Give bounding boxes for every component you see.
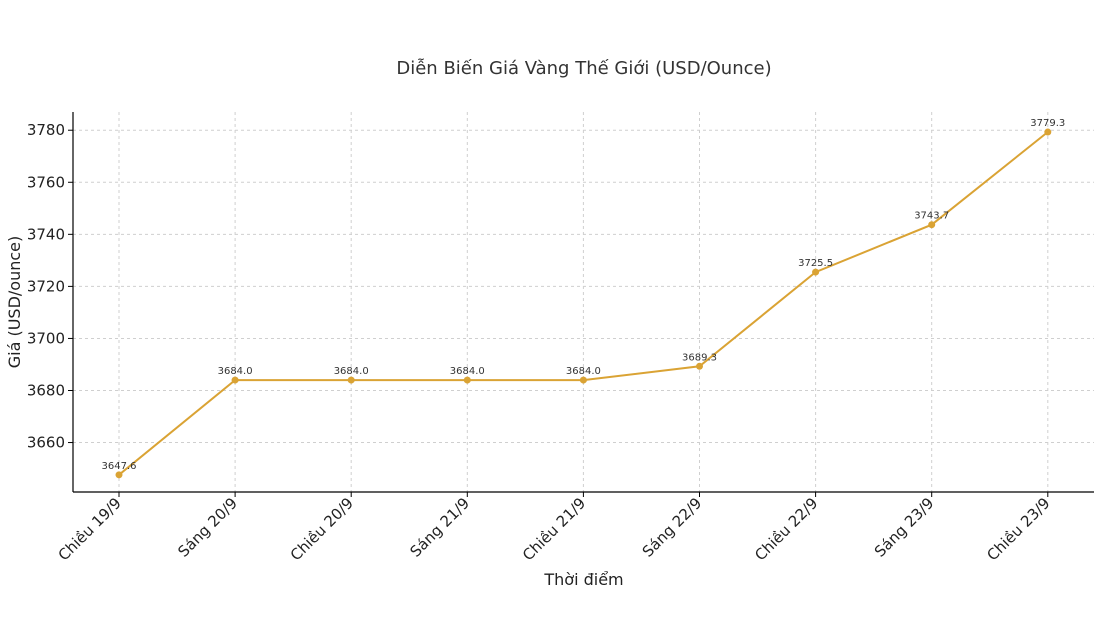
- data-point: [696, 362, 703, 370]
- data-label: 3684.0: [450, 366, 485, 377]
- data-point: [347, 376, 355, 384]
- y-tick-label: 3680: [27, 381, 65, 399]
- x-axis-label: Thời điểm: [543, 570, 623, 589]
- x-tick-label: Sáng 22/9: [639, 494, 706, 561]
- x-tick-label: Chiều 22/9: [751, 494, 821, 564]
- data-label: 3684.0: [218, 366, 253, 377]
- y-tick-label: 3740: [27, 225, 65, 243]
- data-point: [812, 268, 820, 276]
- data-label: 3689.3: [682, 352, 717, 363]
- x-tick-label: Chiều 21/9: [519, 494, 589, 564]
- data-point: [115, 471, 123, 479]
- data-point: [463, 376, 471, 384]
- data-point: [928, 221, 936, 229]
- x-tick-label: Sáng 21/9: [407, 494, 474, 561]
- data-label: 3779.3: [1030, 118, 1065, 129]
- data-labels: 3647.6 3684.0 3684.0 3684.0 3684.0 3689.3 3725…: [102, 118, 1066, 472]
- x-tick-label: Sáng 20/9: [174, 494, 241, 561]
- x-tick-label: Chiều 19/9: [55, 494, 125, 564]
- y-tick-label: 3760: [27, 173, 65, 191]
- y-tick-label: 3780: [27, 121, 65, 139]
- series-gold-price: [115, 128, 1052, 479]
- y-tick-label: 3720: [27, 277, 65, 295]
- x-tick-label: Sáng 23/9: [871, 494, 938, 561]
- y-tick-label: 3660: [27, 434, 65, 452]
- x-tick-label: Chiều 20/9: [287, 494, 357, 564]
- y-tick-label: 3700: [27, 329, 65, 347]
- x-tick-label: Chiều 23/9: [983, 494, 1053, 564]
- x-axis-ticks: Chiều 19/9 Sáng 20/9 Chiều 20/9 Sáng 21/9 Ch…: [55, 492, 1054, 564]
- data-label: 3647.6: [102, 461, 137, 472]
- grid: [73, 112, 1094, 492]
- y-axis-label: Giá (USD/ounce): [5, 236, 24, 369]
- data-label: 3684.0: [566, 366, 601, 377]
- data-point: [1044, 128, 1052, 136]
- data-label: 3743.7: [914, 211, 949, 222]
- data-label: 3684.0: [334, 366, 369, 377]
- data-point: [579, 376, 587, 384]
- data-label: 3725.5: [798, 258, 833, 269]
- chart-title: Diễn Biến Giá Vàng Thế Giới (USD/Ounce): [396, 58, 771, 79]
- series-line: [118, 131, 1049, 476]
- data-point: [231, 376, 239, 384]
- y-axis-ticks: 3660 3680 3700 3720 3740 3760 3780: [27, 121, 73, 452]
